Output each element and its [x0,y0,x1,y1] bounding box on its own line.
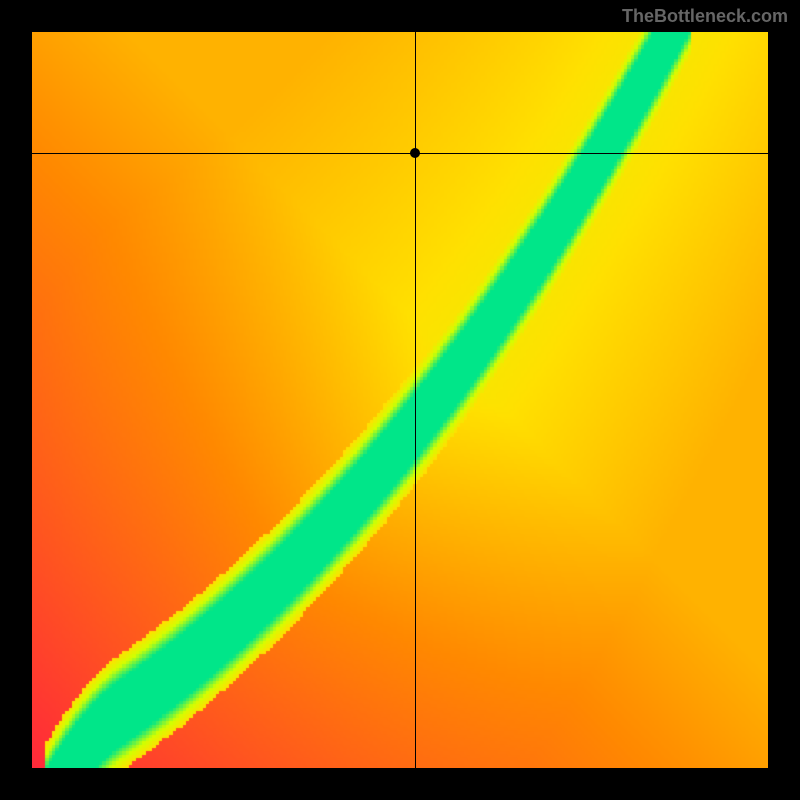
chart-container: TheBottleneck.com [0,0,800,800]
heatmap-canvas [32,32,768,768]
attribution-label: TheBottleneck.com [622,6,788,27]
crosshair-horizontal [32,153,768,154]
crosshair-marker [410,148,420,158]
crosshair-vertical [415,32,416,768]
plot-area [32,32,768,768]
